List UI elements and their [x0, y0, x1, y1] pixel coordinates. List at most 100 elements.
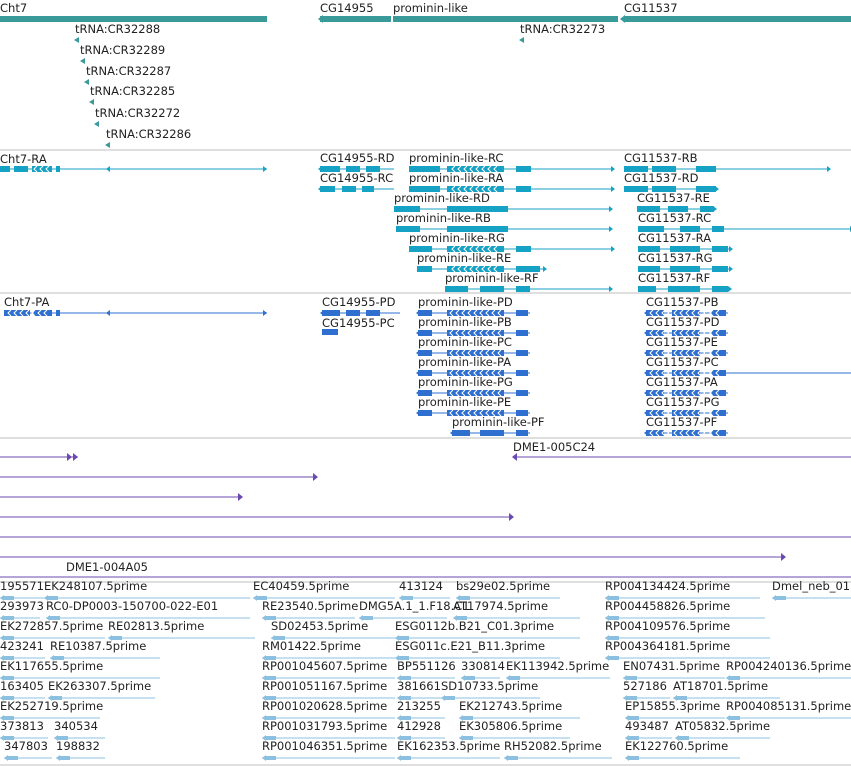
- protein-label[interactable]: CG14955-PD: [322, 295, 396, 309]
- est-label[interactable]: 347803: [4, 739, 48, 753]
- est-label[interactable]: RP001045607.5prime: [262, 659, 387, 673]
- est-label[interactable]: EC40459.5prime: [253, 579, 349, 593]
- est-label[interactable]: RP004458826.5prime: [605, 599, 730, 613]
- transcript-label[interactable]: CG14955-RC: [320, 171, 393, 185]
- protein-label[interactable]: CG11537-PF: [646, 415, 717, 429]
- trna-label[interactable]: tRNA:CR32287: [86, 64, 171, 78]
- gene-label[interactable]: CG11537: [624, 1, 678, 15]
- protein-label[interactable]: prominin-like-PG: [418, 375, 513, 389]
- est-label[interactable]: EK212743.5prime: [459, 699, 562, 713]
- transcript-label[interactable]: prominin-like-RC: [409, 151, 503, 165]
- protein-label[interactable]: CG11537-PB: [646, 295, 719, 309]
- gene-label[interactable]: Cht7: [0, 1, 27, 15]
- protein-label[interactable]: CG11537-PD: [646, 315, 720, 329]
- est-label[interactable]: EK122760.5prime: [625, 739, 728, 753]
- trna-label[interactable]: tRNA:CR32288: [75, 22, 160, 36]
- clone-label[interactable]: DME1-004A05: [66, 560, 148, 574]
- trna-marker[interactable]: [94, 121, 99, 127]
- trna-label[interactable]: tRNA:CR32272: [95, 106, 180, 120]
- gene-label[interactable]: prominin-like: [393, 1, 468, 15]
- protein-label[interactable]: CG11537-PC: [646, 355, 719, 369]
- est-label[interactable]: RE10387.5prime: [50, 639, 146, 653]
- trna-label[interactable]: tRNA:CR32273: [520, 22, 605, 36]
- transcript-label[interactable]: prominin-like-RA: [409, 171, 504, 185]
- est-label[interactable]: bs29e02.5prime: [456, 579, 550, 593]
- gene-label[interactable]: CG14955: [320, 1, 374, 15]
- est-label[interactable]: 413124: [399, 579, 443, 593]
- est-label[interactable]: RP001020628.5prime: [262, 699, 387, 713]
- est-label[interactable]: RE02813.5prime: [108, 619, 204, 633]
- trna-marker[interactable]: [519, 37, 524, 43]
- trna-marker[interactable]: [105, 142, 110, 148]
- trna-label[interactable]: tRNA:CR32286: [106, 127, 191, 141]
- trna-marker[interactable]: [89, 99, 94, 105]
- est-label[interactable]: RC0-DP0003-150700-022-E01: [46, 599, 218, 613]
- protein-label[interactable]: prominin-like-PA: [418, 355, 511, 369]
- est-label[interactable]: RE23540.5prime: [262, 599, 358, 613]
- est-label[interactable]: 293973: [0, 599, 44, 613]
- est-label[interactable]: EP15855.3prime: [625, 699, 720, 713]
- trna-marker[interactable]: [84, 79, 89, 85]
- est-label[interactable]: EK113942.5prime: [506, 659, 609, 673]
- trna-label[interactable]: tRNA:CR32289: [80, 43, 165, 57]
- est-label[interactable]: EK272857.5prime: [0, 619, 103, 633]
- transcript-label[interactable]: CG11537-RG: [638, 251, 713, 265]
- est-label[interactable]: 163405: [0, 679, 44, 693]
- est-label[interactable]: EK305806.5prime: [459, 719, 562, 733]
- clone-label[interactable]: DME1-005C24: [513, 440, 595, 454]
- est-label[interactable]: SD02453.5prime: [271, 619, 368, 633]
- protein-label[interactable]: CG11537-PG: [646, 395, 720, 409]
- transcript-label[interactable]: CG14955-RD: [320, 151, 395, 165]
- protein-label[interactable]: CG14955-PC: [322, 316, 395, 330]
- est-label[interactable]: 195571: [0, 579, 44, 593]
- est-label[interactable]: DMG5A.1_1.F18.C1: [359, 599, 470, 613]
- transcript-label[interactable]: CG11537-RF: [638, 271, 710, 285]
- protein-label[interactable]: Cht7-PA: [4, 295, 49, 309]
- est-label[interactable]: RP004134424.5prime: [605, 579, 730, 593]
- transcript-label[interactable]: prominin-like-RD: [394, 191, 490, 205]
- est-label[interactable]: EK263307.5prime: [48, 679, 151, 693]
- est-label[interactable]: EK117655.5prime: [0, 659, 103, 673]
- est-label[interactable]: ESG011c.E21_B11.3prime: [395, 639, 545, 653]
- transcript-label[interactable]: prominin-like-RE: [417, 251, 511, 265]
- protein-label[interactable]: prominin-like-PC: [418, 335, 512, 349]
- trna-marker[interactable]: [74, 37, 79, 43]
- transcript-label[interactable]: CG11537-RE: [637, 191, 710, 205]
- protein-label[interactable]: prominin-like-PB: [418, 315, 512, 329]
- est-label[interactable]: RH52082.5prime: [504, 739, 602, 753]
- transcript-label[interactable]: Cht7-RA: [0, 152, 47, 166]
- transcript-label[interactable]: CG11537-RC: [638, 211, 711, 225]
- est-label[interactable]: 213255: [397, 699, 441, 713]
- protein-label[interactable]: prominin-like-PF: [452, 415, 545, 429]
- est-label[interactable]: SD10733.5prime: [441, 679, 538, 693]
- est-label[interactable]: 381661: [397, 679, 441, 693]
- transcript-label[interactable]: CG11537-RB: [624, 151, 698, 165]
- protein-label[interactable]: prominin-like-PD: [418, 295, 513, 309]
- est-label[interactable]: 330814: [461, 659, 505, 673]
- est-label[interactable]: RP004109576.5prime: [605, 619, 730, 633]
- est-label[interactable]: 423241: [0, 639, 44, 653]
- est-label[interactable]: Dmel_neb_01: [772, 579, 850, 593]
- est-label[interactable]: 340534: [54, 719, 98, 733]
- transcript-label[interactable]: prominin-like-RB: [396, 211, 491, 225]
- trna-label[interactable]: tRNA:CR32285: [90, 84, 175, 98]
- protein-label[interactable]: CG11537-PE: [646, 335, 718, 349]
- est-label[interactable]: EN07431.5prime: [623, 659, 720, 673]
- trna-marker[interactable]: [80, 58, 85, 64]
- est-label[interactable]: RP004240136.5prime: [726, 659, 851, 673]
- est-label[interactable]: RP001031793.5prime: [262, 719, 387, 733]
- est-label[interactable]: EK162353.5prime: [397, 739, 500, 753]
- est-label[interactable]: ESG0112b.B21_C01.3prime: [395, 619, 554, 633]
- est-label[interactable]: 493487: [625, 719, 669, 733]
- est-label[interactable]: AT17974.5prime: [453, 599, 548, 613]
- est-label[interactable]: 373813: [0, 719, 44, 733]
- transcript-label[interactable]: CG11537-RD: [624, 171, 699, 185]
- est-label[interactable]: 198832: [56, 739, 100, 753]
- est-label[interactable]: RP004085131.5prime: [726, 699, 851, 713]
- est-label[interactable]: EK252719.5prime: [0, 699, 103, 713]
- est-label[interactable]: AT18701.5prime: [673, 679, 768, 693]
- transcript-label[interactable]: prominin-like-RG: [409, 231, 505, 245]
- est-label[interactable]: RP001046351.5prime: [262, 739, 387, 753]
- est-label[interactable]: RP001051167.5prime: [262, 679, 387, 693]
- est-label[interactable]: 412928: [397, 719, 441, 733]
